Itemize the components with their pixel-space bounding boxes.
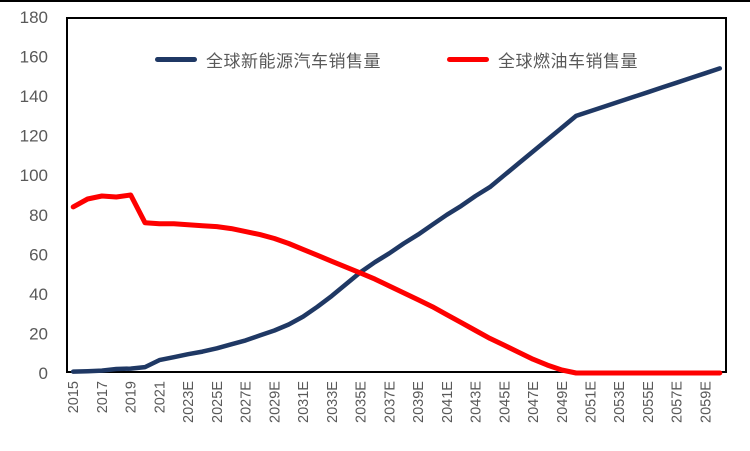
y-tick-label: 120 (20, 127, 48, 146)
y-tick-label: 140 (20, 87, 48, 106)
plot-border (66, 17, 727, 373)
top-border-line (0, 0, 750, 2)
x-tick-label: 2045E (497, 381, 513, 423)
x-tick-label: 2043E (469, 381, 485, 423)
nev-line-swatch (155, 56, 197, 62)
x-tick-label: 2015 (66, 381, 82, 413)
y-tick-label: 20 (29, 324, 48, 343)
x-tick-label: 2031E (296, 381, 312, 423)
x-tick-label: 2017 (95, 381, 111, 413)
y-axis-tick-labels: 0 20 40 60 80 100 120 140 160 180 (20, 8, 48, 383)
y-tick-label: 180 (20, 8, 48, 27)
x-tick-label: 2047E (526, 381, 542, 423)
y-tick-label: 0 (39, 364, 48, 383)
x-tick-label: 2023E (181, 381, 197, 423)
series-line-fuel (70, 192, 723, 376)
chart-legend: 全球新能源汽车销售量 全球燃油车销售量 (66, 47, 727, 71)
legend-item-fuel: 全球燃油车销售量 (447, 47, 638, 72)
x-tick-label: 2053E (612, 381, 628, 423)
x-tick-label: 2035E (354, 381, 370, 423)
series-line-nev (70, 66, 723, 374)
x-tick-label: 2021 (152, 381, 168, 413)
x-tick-label: 2039E (411, 381, 427, 423)
x-tick-label: 2019 (124, 381, 140, 413)
fuel-line-swatch (447, 56, 489, 62)
x-tick-label: 2055E (641, 381, 657, 423)
x-tick-label: 2029E (267, 381, 283, 423)
y-tick-label: 100 (20, 166, 48, 185)
x-tick-label: 2051E (583, 381, 599, 423)
x-tick-label: 2033E (325, 381, 341, 423)
fuel-legend-label: 全球燃油车销售量 (498, 51, 638, 71)
x-tick-label: 2059E (698, 381, 714, 423)
x-tick-label: 2027E (239, 381, 255, 423)
y-tick-label: 80 (29, 206, 48, 225)
x-tick-label: 2037E (382, 381, 398, 423)
y-tick-label: 40 (29, 285, 48, 304)
x-axis-tick-labels: 2015 2017 2019 2021 2023E 2025E 2027E 2029E 2031… (66, 381, 714, 423)
y-tick-label: 160 (20, 48, 48, 67)
y-tick-label: 60 (29, 245, 48, 264)
x-tick-label: 2025E (210, 381, 226, 423)
x-tick-label: 2041E (440, 381, 456, 423)
x-tick-label: 2049E (555, 381, 571, 423)
nev-legend-label: 全球新能源汽车销售量 (206, 51, 381, 71)
x-tick-label: 2057E (670, 381, 686, 423)
legend-item-nev: 全球新能源汽车销售量 (155, 47, 381, 72)
